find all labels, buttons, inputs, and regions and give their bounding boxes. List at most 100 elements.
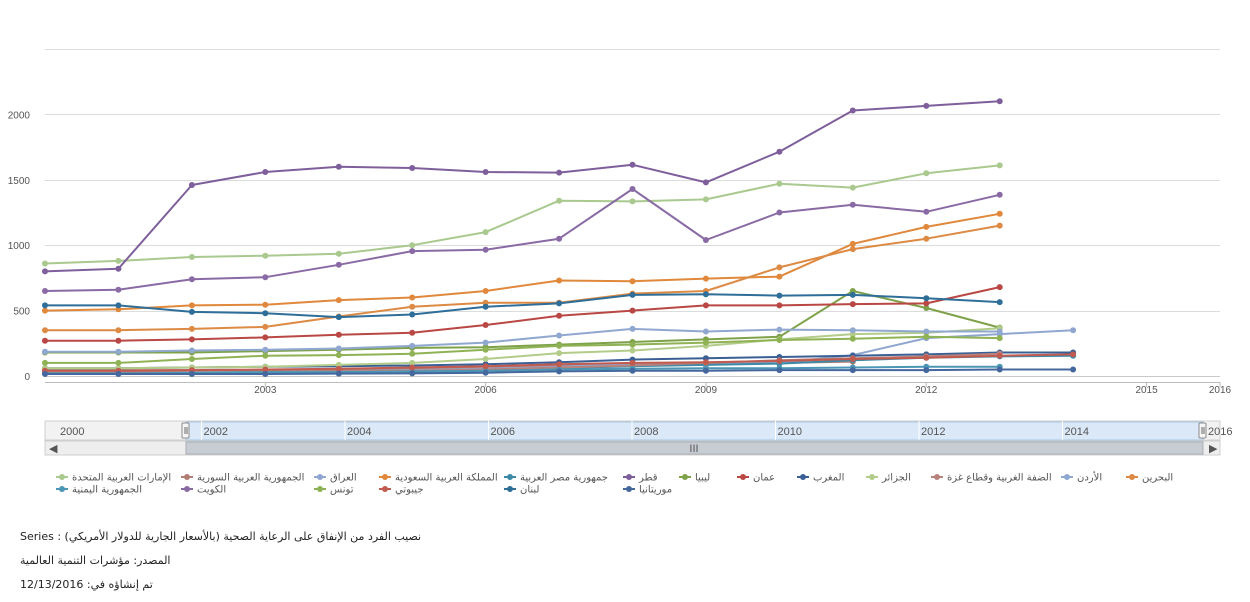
data-point[interactable] <box>482 369 489 376</box>
data-point[interactable] <box>702 302 709 309</box>
legend-item[interactable]: البحرين <box>1126 473 1173 484</box>
scroll-right-arrow-icon[interactable]: ▶ <box>1209 443 1218 455</box>
data-point[interactable] <box>849 184 856 191</box>
data-point[interactable] <box>262 334 269 341</box>
data-point[interactable] <box>923 354 930 361</box>
legend-item[interactable]: تونس <box>314 485 354 496</box>
data-point[interactable] <box>776 337 783 343</box>
data-point[interactable] <box>996 335 1003 342</box>
data-point[interactable] <box>849 301 856 308</box>
data-point[interactable] <box>115 348 122 355</box>
data-point[interactable] <box>996 328 1003 335</box>
data-point[interactable] <box>556 197 563 204</box>
data-point[interactable] <box>42 337 48 344</box>
data-point[interactable] <box>262 323 269 330</box>
legend-item[interactable]: الضفة الغربية وقطاع غزة <box>931 473 1052 484</box>
data-point[interactable] <box>556 368 563 375</box>
data-point[interactable] <box>556 277 563 284</box>
data-point[interactable] <box>409 165 416 171</box>
data-point[interactable] <box>188 356 195 362</box>
data-point[interactable] <box>923 170 930 177</box>
data-point[interactable] <box>42 268 48 275</box>
data-point[interactable] <box>42 359 48 366</box>
data-point[interactable] <box>556 342 563 349</box>
data-point[interactable] <box>482 339 489 346</box>
scrollbar-thumb[interactable] <box>185 441 1204 455</box>
data-point[interactable] <box>335 163 342 170</box>
data-point[interactable] <box>482 346 489 353</box>
legend-item[interactable]: المملكة العربية السعودية <box>379 473 498 484</box>
data-point[interactable] <box>702 237 709 243</box>
data-point[interactable] <box>629 341 636 348</box>
data-point[interactable] <box>776 273 783 280</box>
data-point[interactable] <box>996 284 1003 291</box>
data-point[interactable] <box>409 294 416 301</box>
data-point[interactable] <box>42 327 48 334</box>
data-point[interactable] <box>629 359 636 366</box>
legend-item[interactable]: الجزائر <box>866 473 911 484</box>
data-point[interactable] <box>776 180 783 187</box>
data-point[interactable] <box>335 331 342 338</box>
data-point[interactable] <box>188 308 195 315</box>
data-point[interactable] <box>115 337 122 344</box>
data-point[interactable] <box>702 196 709 203</box>
data-point[interactable] <box>115 302 122 309</box>
data-point[interactable] <box>702 367 709 374</box>
legend-item[interactable]: الكويت <box>181 485 226 496</box>
data-point[interactable] <box>923 305 930 311</box>
data-point[interactable] <box>556 332 563 339</box>
legend-item[interactable]: الأردن <box>1061 471 1102 484</box>
data-point[interactable] <box>482 363 489 370</box>
data-point[interactable] <box>335 345 342 352</box>
data-point[interactable] <box>996 191 1003 198</box>
range-navigator[interactable]: 2000 2002 2004 2006 2008 2010 2012 2014 2016 III ◀… <box>44 420 1232 456</box>
data-point[interactable] <box>115 359 122 366</box>
data-point[interactable] <box>923 223 930 230</box>
data-point[interactable] <box>923 367 930 374</box>
data-point[interactable] <box>629 161 636 168</box>
data-point[interactable] <box>482 246 489 253</box>
data-point[interactable] <box>702 179 709 186</box>
data-point[interactable] <box>923 300 930 307</box>
data-point[interactable] <box>776 292 783 299</box>
data-point[interactable] <box>996 366 1003 373</box>
data-point[interactable] <box>996 222 1003 229</box>
data-point[interactable] <box>702 359 709 366</box>
data-point[interactable] <box>702 291 709 298</box>
data-point[interactable] <box>188 336 195 343</box>
data-point[interactable] <box>776 302 783 309</box>
data-point[interactable] <box>629 278 636 285</box>
data-point[interactable] <box>996 162 1003 169</box>
data-point[interactable] <box>849 367 856 374</box>
data-point[interactable] <box>262 310 269 317</box>
data-point[interactable] <box>335 250 342 257</box>
data-point[interactable] <box>262 352 269 359</box>
data-point[interactable] <box>849 335 856 342</box>
data-point[interactable] <box>776 367 783 374</box>
data-point[interactable] <box>629 367 636 374</box>
data-point[interactable] <box>335 370 342 377</box>
data-point[interactable] <box>42 288 48 294</box>
scroll-left-arrow-icon[interactable]: ◀ <box>49 443 58 455</box>
data-point[interactable] <box>42 260 48 267</box>
data-point[interactable] <box>262 346 269 353</box>
data-point[interactable] <box>1070 351 1077 358</box>
data-point[interactable] <box>923 328 930 335</box>
data-point[interactable] <box>188 302 195 309</box>
data-point[interactable] <box>996 352 1003 359</box>
data-point[interactable] <box>629 291 636 298</box>
data-point[interactable] <box>409 364 416 371</box>
data-point[interactable] <box>923 208 930 215</box>
data-point[interactable] <box>188 371 195 377</box>
data-point[interactable] <box>1070 366 1077 373</box>
data-point[interactable] <box>409 350 416 357</box>
data-point[interactable] <box>629 307 636 314</box>
data-point[interactable] <box>629 186 636 192</box>
data-point[interactable] <box>409 359 416 366</box>
data-point[interactable] <box>335 261 342 268</box>
scrollbar-grip[interactable]: III <box>689 443 698 455</box>
data-point[interactable] <box>1070 327 1077 334</box>
data-point[interactable] <box>556 300 563 307</box>
data-point[interactable] <box>849 201 856 208</box>
data-point[interactable] <box>556 361 563 368</box>
